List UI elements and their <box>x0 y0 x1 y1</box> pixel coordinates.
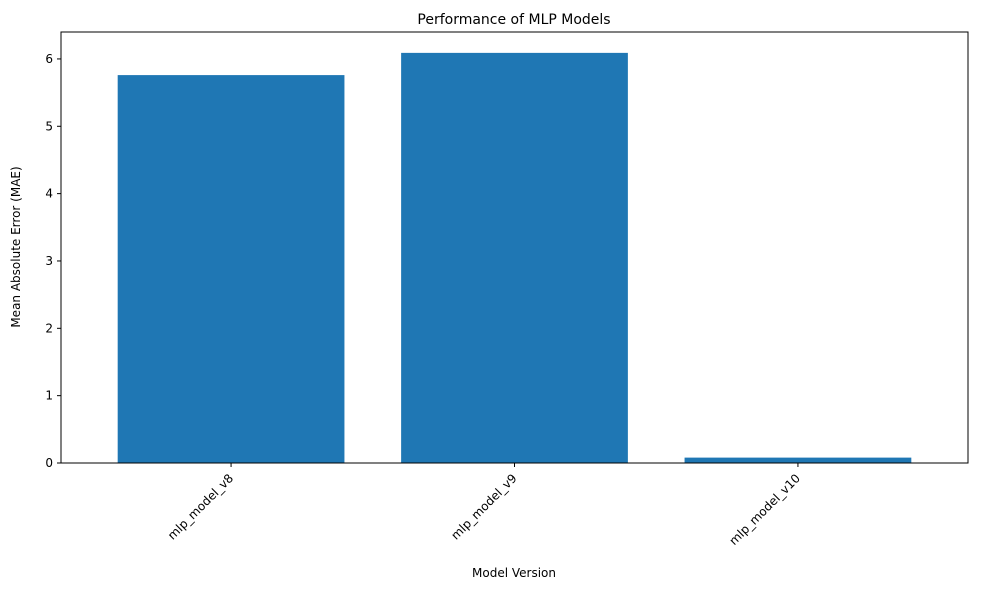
y-axis-label: Mean Absolute Error (MAE) <box>9 166 23 327</box>
plot-frame <box>60 31 969 464</box>
y-tick-label: 6 <box>45 52 53 66</box>
y-tick-label: 3 <box>45 254 53 268</box>
bar-mlp_model_v9 <box>401 52 628 464</box>
y-tick-label: 5 <box>45 119 53 133</box>
chart-title: Performance of MLP Models <box>417 12 610 28</box>
bar-mlp_model_v10 <box>684 457 912 463</box>
y-tick-label: 4 <box>45 187 53 201</box>
y-tick-label: 0 <box>45 456 53 470</box>
x-axis-label: Model Version <box>472 566 556 580</box>
y-tick-label: 1 <box>45 389 53 403</box>
y-tick-label: 2 <box>45 321 53 335</box>
bar-mlp_model_v8 <box>117 75 345 463</box>
bars-group <box>117 52 912 464</box>
y-axis: 0 1 2 3 4 5 6 <box>45 52 61 470</box>
